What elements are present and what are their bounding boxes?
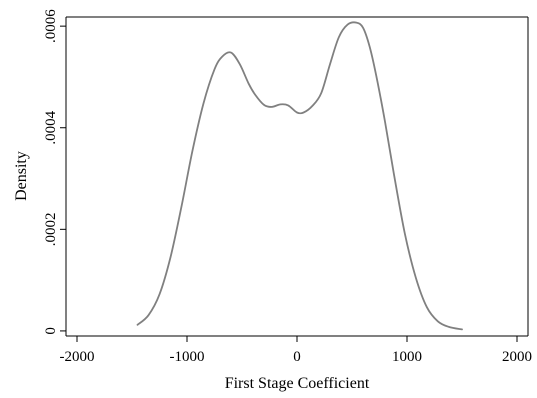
plot-frame xyxy=(65,16,529,337)
x-tick-label: 2000 xyxy=(502,349,532,365)
x-tick-label: 0 xyxy=(293,349,301,365)
x-tick-label: 1000 xyxy=(392,349,422,365)
density-line xyxy=(136,21,463,331)
y-tick-label: 0 xyxy=(43,327,59,335)
density-series xyxy=(136,21,463,331)
y-tick-label: .0004 xyxy=(43,110,59,144)
y-axis-title: Density xyxy=(13,151,30,201)
y-tick-label: .0002 xyxy=(43,212,59,246)
x-tick-label: -2000 xyxy=(60,349,95,365)
x-axis-title: First Stage Coefficient xyxy=(225,375,370,392)
x-tick-label: -1000 xyxy=(170,349,205,365)
y-tick-label: .0006 xyxy=(43,9,59,43)
x-axis-ticks: -2000 -1000 0 1000 2000 xyxy=(60,336,532,365)
y-axis-ticks: 0 .0002 .0004 .0006 xyxy=(43,9,66,335)
